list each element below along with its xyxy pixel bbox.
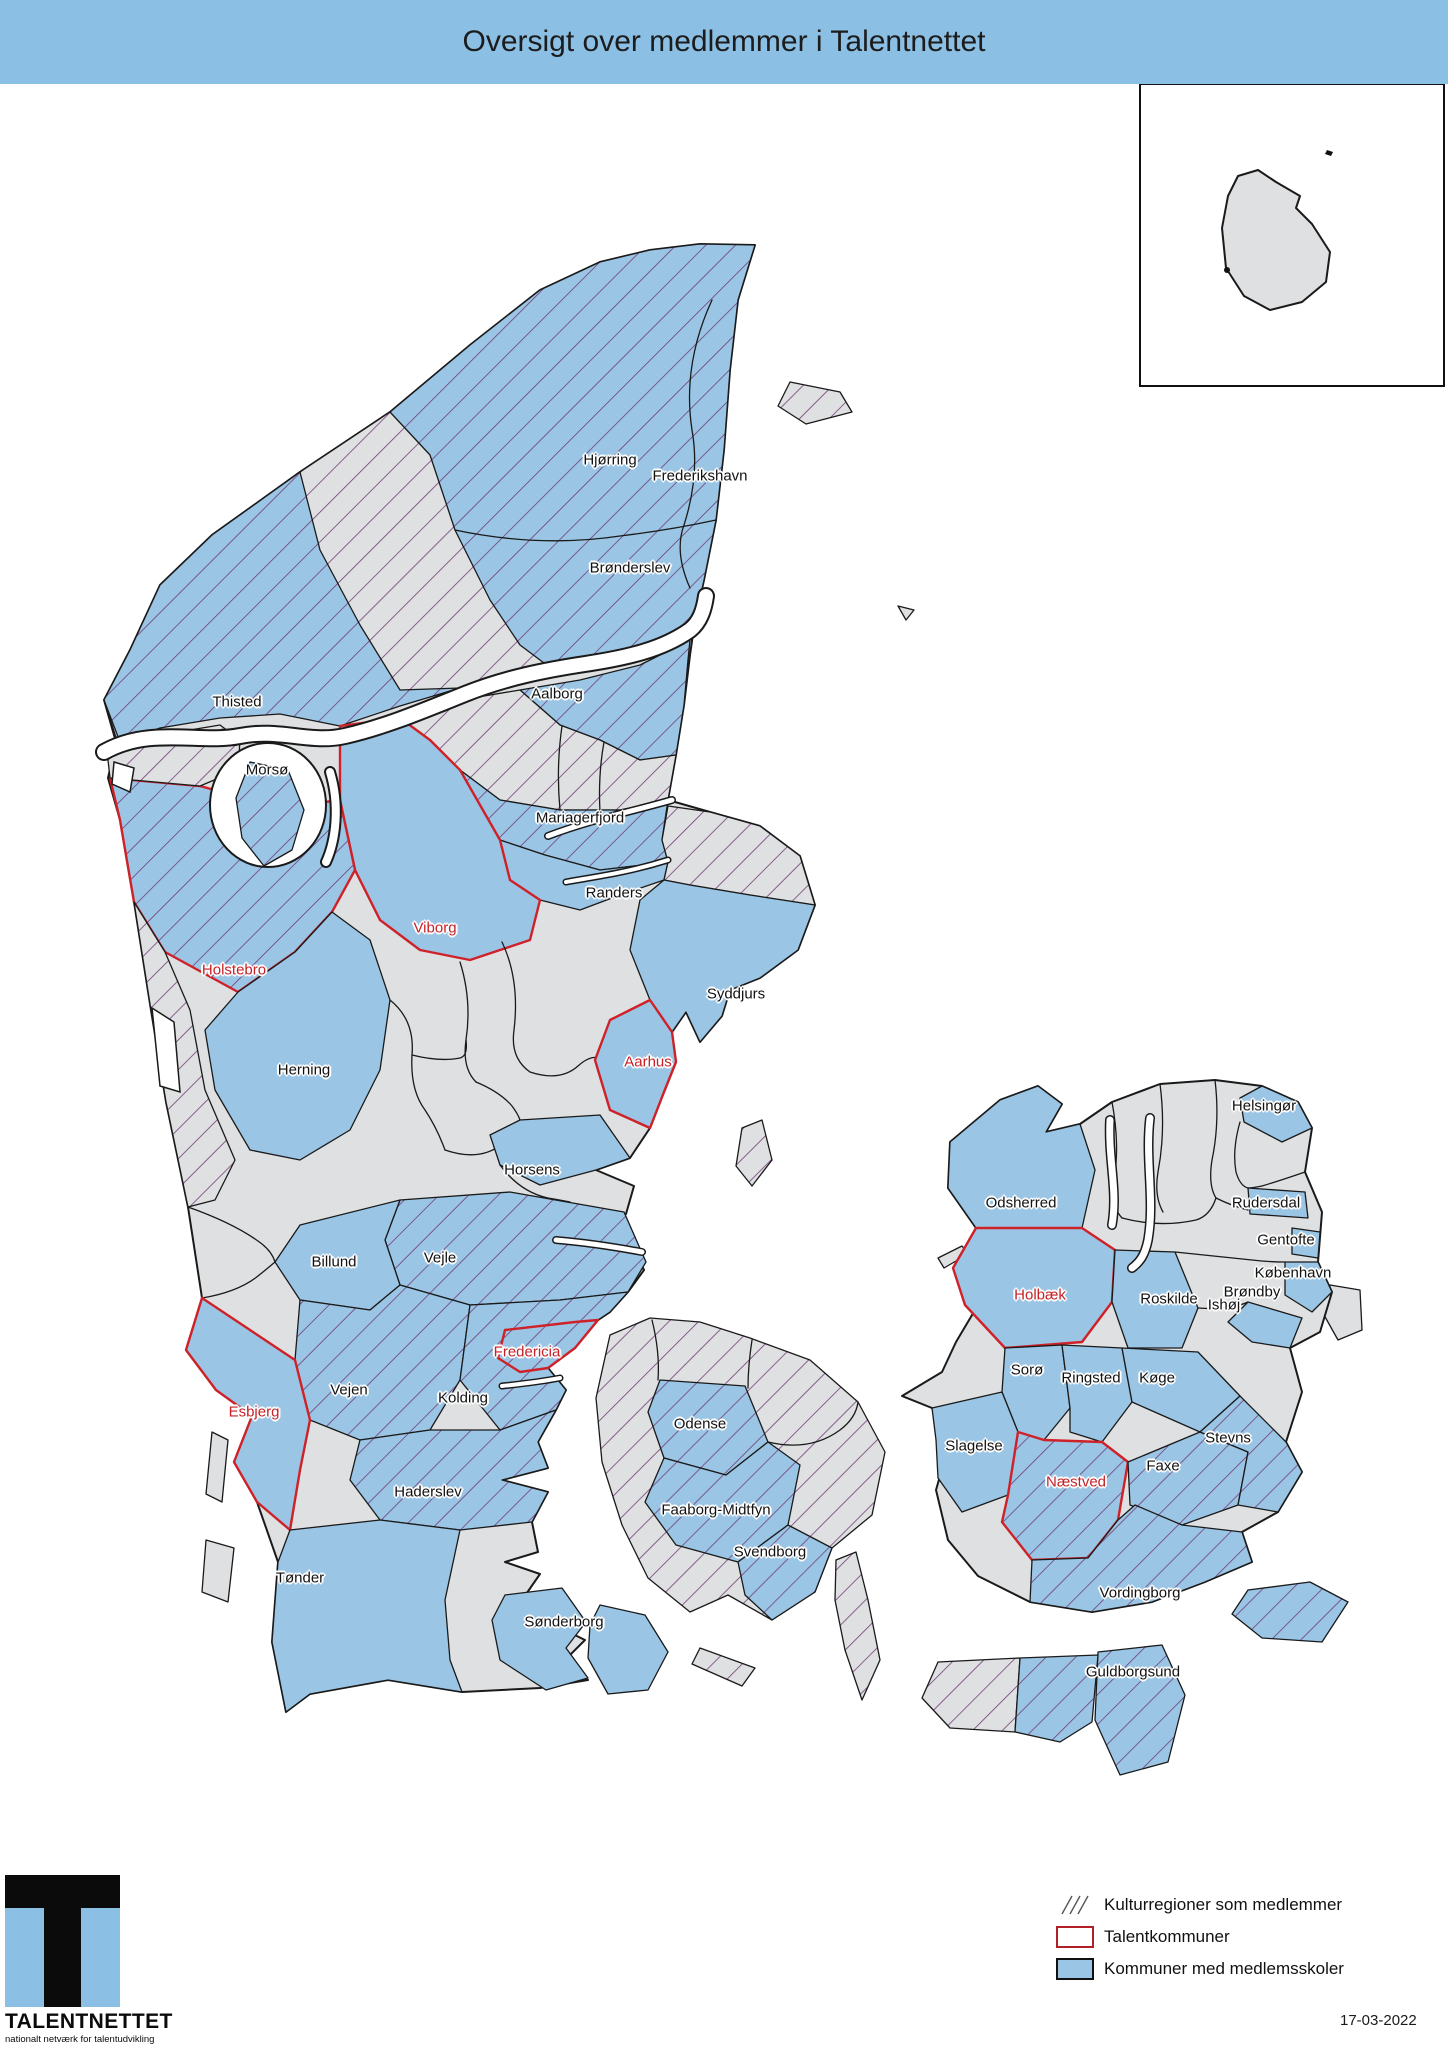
- island-anholt: [897, 605, 915, 621]
- title-banner: Oversigt over medlemmer i Talentnettet: [0, 0, 1448, 84]
- legend-label: Kulturregioner som medlemmer: [1104, 1894, 1343, 1914]
- bornholm-dot: [1224, 267, 1230, 273]
- logo-tagline: nationalt netværk for talentudvikling: [5, 2034, 155, 2045]
- region-syddjurs: [629, 879, 816, 1043]
- region-brondby-ishoj: [1227, 1301, 1303, 1349]
- legend-label: Talentkommuner: [1104, 1926, 1230, 1946]
- legend-item-talentkommuner: Talentkommuner: [1056, 1925, 1344, 1948]
- region-fredericia: [496, 1318, 600, 1374]
- region-roskilde: [1111, 1249, 1199, 1349]
- island-falster: [1094, 1644, 1186, 1776]
- region-kobenhavn: [1284, 1261, 1333, 1313]
- island-fano: [205, 1431, 229, 1503]
- page-title: Oversigt over medlemmer i Talentnettet: [462, 25, 986, 58]
- region-herning: [204, 911, 391, 1161]
- legend: Kulturregioner som medlemmer Talentkommu…: [1056, 1893, 1344, 1989]
- region-odsherred: [947, 1085, 1096, 1233]
- region-stevns: [1199, 1395, 1303, 1513]
- island-lolland-east: [1014, 1654, 1099, 1743]
- region-gentofte: [1291, 1227, 1321, 1259]
- region-holbaek: [951, 1226, 1117, 1350]
- region-horsens: [489, 1114, 631, 1186]
- region-svendborg: [737, 1524, 833, 1621]
- talentnettet-logo: TALENTNETTET nationalt netværk for talen…: [5, 1875, 335, 2045]
- island-christianso: [1325, 150, 1333, 156]
- island-als: [587, 1604, 669, 1695]
- island-samso: [735, 1119, 773, 1187]
- island-lolland-west: [921, 1657, 1021, 1733]
- zealand: [901, 1079, 1333, 1613]
- region-helsingor: [1239, 1085, 1313, 1143]
- region-rudersdal: [1247, 1187, 1309, 1219]
- blue-fill-swatch-icon: [1056, 1957, 1094, 1980]
- island-laeso: [777, 381, 853, 425]
- map-date: 17-03-2022: [1340, 2012, 1417, 2029]
- region-tonder: [271, 1519, 463, 1713]
- island-langeland: [834, 1551, 881, 1701]
- legend-item-medlemsskoler: Kommuner med medlemsskoler: [1056, 1957, 1344, 1980]
- island-mon: [1231, 1581, 1349, 1643]
- logo-t-stem: [44, 1875, 81, 2007]
- region-slagelse: [931, 1391, 1019, 1513]
- region-aarhus: [593, 998, 678, 1130]
- legend-item-kulturregioner: Kulturregioner som medlemmer: [1056, 1893, 1344, 1916]
- island-aero: [691, 1647, 756, 1687]
- red-outline-swatch-icon: [1056, 1925, 1094, 1948]
- logo-name: TALENTNETTET: [5, 2010, 173, 2033]
- region-esbjerg: [184, 1296, 312, 1532]
- limfjord-water: [95, 587, 715, 1390]
- hatch-swatch-icon: [1061, 1895, 1089, 1914]
- jutland: [103, 243, 816, 1713]
- island-bornholm: [1221, 169, 1331, 311]
- talentnettet-logo-icon: [5, 1875, 120, 2007]
- south-islands: [921, 1581, 1349, 1776]
- island-romo: [201, 1539, 235, 1603]
- region-viborg: [338, 716, 542, 962]
- region-morso: [235, 761, 305, 867]
- region-vordingborg: [1029, 1504, 1253, 1613]
- bornholm-inset: [1139, 83, 1445, 387]
- legend-label: Kommuner med medlemsskoler: [1104, 1958, 1344, 1978]
- funen: [595, 1317, 886, 1701]
- region-sonderborg: [491, 1587, 589, 1691]
